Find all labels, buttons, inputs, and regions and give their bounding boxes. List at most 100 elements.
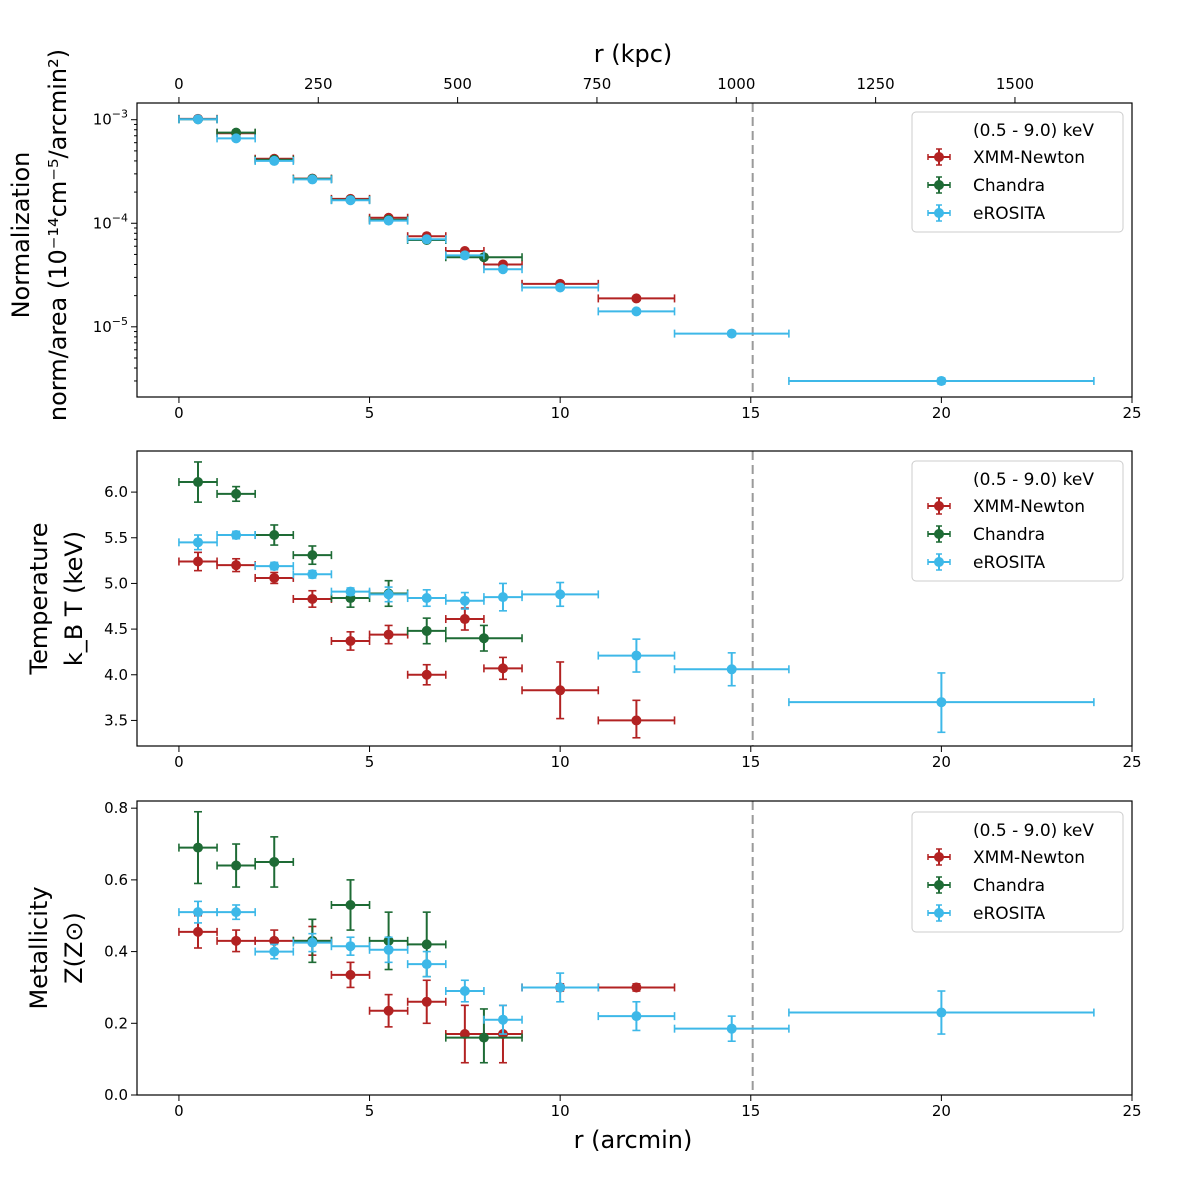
data-point bbox=[330, 961, 371, 989]
series-chandra bbox=[178, 114, 523, 263]
legend-entry: XMM-Newton bbox=[927, 497, 1085, 517]
legend-label: eROSITA bbox=[973, 904, 1046, 924]
top-tick-label: 1250 bbox=[857, 75, 895, 93]
plot-frame bbox=[136, 102, 1133, 398]
x-tick-label: 5 bbox=[365, 753, 375, 771]
y-axis-label-line2: norm/area (10⁻¹⁴cm⁻⁵/arcmin²) bbox=[44, 49, 72, 421]
marker bbox=[269, 946, 280, 957]
legend-label: eROSITA bbox=[973, 204, 1046, 224]
x-tick-label: 20 bbox=[932, 1102, 951, 1120]
marker bbox=[936, 697, 947, 708]
data-point bbox=[597, 1000, 676, 1032]
series-xmm-newton bbox=[178, 113, 676, 304]
y-tick-label: 6.0 bbox=[104, 483, 128, 501]
marker bbox=[459, 250, 470, 261]
marker bbox=[231, 935, 242, 946]
legend-entry: eROSITA bbox=[927, 553, 1046, 573]
data-point bbox=[178, 900, 218, 924]
y-tick-label: 0.0 bbox=[104, 1086, 128, 1104]
data-point bbox=[788, 672, 1095, 734]
y-tick-label: 4.5 bbox=[104, 620, 128, 638]
marker bbox=[631, 650, 642, 661]
data-point bbox=[254, 155, 295, 166]
legend-title: (0.5 - 9.0) keV bbox=[973, 821, 1094, 841]
marker bbox=[555, 282, 566, 293]
legend-label: XMM-Newton bbox=[973, 148, 1085, 168]
y-tick-label: 10−3 bbox=[93, 108, 128, 129]
data-point bbox=[521, 282, 600, 293]
marker bbox=[459, 1029, 470, 1040]
data-point bbox=[444, 607, 485, 631]
marker bbox=[383, 215, 394, 226]
legend-marker bbox=[934, 908, 944, 918]
data-point bbox=[788, 375, 1095, 386]
legend-label: Chandra bbox=[973, 525, 1045, 545]
marker bbox=[192, 537, 203, 548]
data-point bbox=[330, 936, 371, 956]
marker bbox=[497, 663, 508, 674]
legend: (0.5 - 9.0) keV XMM-Newton Chandra eROSITA bbox=[911, 460, 1124, 582]
legend-entry: XMM-Newton bbox=[927, 148, 1085, 168]
data-point bbox=[444, 624, 523, 652]
data-point bbox=[292, 569, 333, 580]
data-point bbox=[216, 485, 256, 503]
data-point bbox=[178, 461, 218, 503]
data-point bbox=[330, 879, 371, 931]
top-tick-label: 500 bbox=[443, 75, 472, 93]
marker bbox=[345, 635, 356, 646]
legend-marker bbox=[934, 852, 944, 862]
marker bbox=[269, 530, 280, 541]
x-tick-label: 10 bbox=[551, 404, 570, 422]
y-tick-label: 10−5 bbox=[93, 315, 128, 336]
x-tick-label: 20 bbox=[932, 753, 951, 771]
marker bbox=[631, 306, 642, 317]
marker bbox=[231, 488, 242, 499]
legend-box bbox=[911, 111, 1124, 233]
data-point bbox=[216, 904, 256, 921]
top-tick-label: 1000 bbox=[717, 75, 755, 93]
top-kpc-axis: 0 250 500 750 1000 1250 1500 bbox=[174, 75, 1034, 103]
marker bbox=[421, 669, 432, 680]
data-point bbox=[597, 982, 676, 993]
data-point bbox=[521, 581, 600, 608]
marker bbox=[459, 614, 470, 625]
data-point bbox=[368, 586, 409, 603]
y-axis-label-line1: Temperature bbox=[25, 522, 53, 675]
data-point bbox=[178, 551, 218, 572]
data-point bbox=[521, 661, 600, 720]
marker bbox=[307, 937, 318, 948]
x-tick-label: 10 bbox=[551, 1102, 570, 1120]
legend-label: Chandra bbox=[973, 876, 1045, 896]
top-tick-label: 0 bbox=[174, 75, 184, 93]
data-point bbox=[406, 950, 447, 978]
data-point bbox=[597, 699, 676, 739]
series-chandra bbox=[178, 461, 523, 652]
data-point bbox=[216, 929, 256, 953]
legend: (0.5 - 9.0) keV XMM-Newton Chandra eROSITA bbox=[911, 111, 1124, 233]
x-tick-label: 15 bbox=[741, 404, 760, 422]
temperature-panel: 0 5 10 15 20 25 3.5 4.0 4.5 5.0 5.5 6.0 Temperature k… bbox=[25, 450, 1142, 771]
x-tick-label: 5 bbox=[365, 1102, 375, 1120]
marker bbox=[936, 375, 947, 386]
legend-label: XMM-Newton bbox=[973, 497, 1085, 517]
x-tick-label: 20 bbox=[932, 404, 951, 422]
marker bbox=[421, 625, 432, 636]
marker bbox=[936, 1007, 947, 1018]
metallicity-panel: 0 5 10 15 20 25 0.0 0.2 0.4 0.6 0.8 Metallicity Z(Z⊙… bbox=[25, 799, 1142, 1120]
marker bbox=[307, 174, 318, 185]
marker bbox=[383, 944, 394, 955]
y-axis-label-line2: Z(Z⊙) bbox=[60, 912, 88, 984]
legend-entry: XMM-Newton bbox=[927, 848, 1085, 868]
legend-title: (0.5 - 9.0) keV bbox=[973, 470, 1094, 490]
data-point bbox=[216, 557, 256, 573]
marker bbox=[231, 133, 242, 144]
x-tick-label: 5 bbox=[365, 404, 375, 422]
marker bbox=[459, 986, 470, 997]
y-tick-label: 0.4 bbox=[104, 943, 128, 961]
marker bbox=[421, 959, 432, 970]
data-point bbox=[216, 133, 256, 144]
data-point bbox=[178, 914, 218, 949]
marker bbox=[555, 685, 566, 696]
legend-entry: eROSITA bbox=[927, 904, 1046, 924]
legend-box bbox=[911, 460, 1124, 582]
